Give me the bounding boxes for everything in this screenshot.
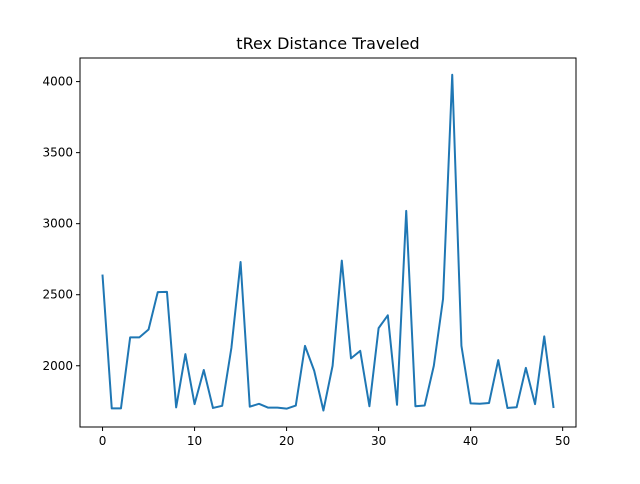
x-tick-label: 20 <box>279 434 294 448</box>
axes-frame <box>79 57 577 428</box>
y-tick-label: 2000 <box>42 359 73 373</box>
x-tick-label: 0 <box>99 434 107 448</box>
y-tick-label: 3000 <box>42 217 73 231</box>
y-tick-label: 3500 <box>42 146 73 160</box>
x-tick-label: 50 <box>555 434 570 448</box>
x-tick-label: 10 <box>187 434 202 448</box>
x-tick-label: 30 <box>371 434 386 448</box>
plot-area: 0 10 20 30 40 50 2000 2500 3000 3500 4000 <box>42 73 570 448</box>
x-tick-label: 40 <box>463 434 478 448</box>
y-tick-label: 4000 <box>42 75 73 89</box>
y-tick-label: 2500 <box>42 288 73 302</box>
series-line <box>101 73 555 412</box>
chart-title: tRex Distance Traveled <box>236 34 419 53</box>
